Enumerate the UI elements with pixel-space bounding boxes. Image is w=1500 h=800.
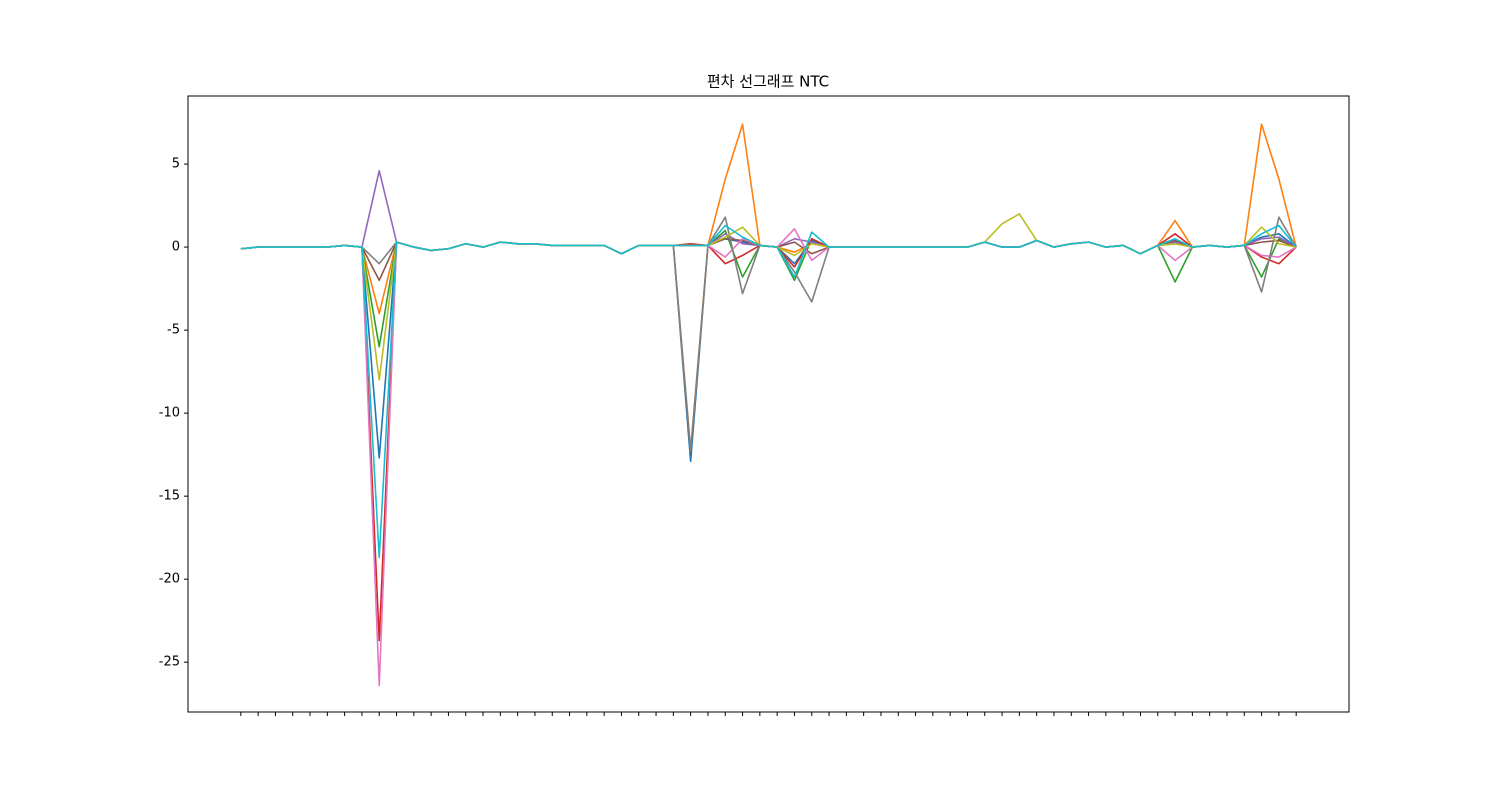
chart-title: 편차 선그래프 NTC [707,73,829,91]
y-tick-label: -20 [159,572,180,587]
y-tick-label: -5 [167,323,180,338]
series-line [240,237,1297,282]
series-line [240,228,1297,687]
y-tick-label: 0 [172,240,180,255]
series-line [240,123,1297,451]
series-line [240,169,1297,255]
y-tick-label: -25 [159,655,180,670]
series-line [240,224,1297,559]
series-line [240,233,1297,642]
y-tick-label: 5 [172,157,180,172]
plot-area [187,95,1350,713]
y-tick-label: -15 [159,489,180,504]
series-line [240,233,1297,463]
series-line [240,229,1297,348]
y-tick-label: -10 [159,406,180,421]
series-line [240,213,1297,381]
